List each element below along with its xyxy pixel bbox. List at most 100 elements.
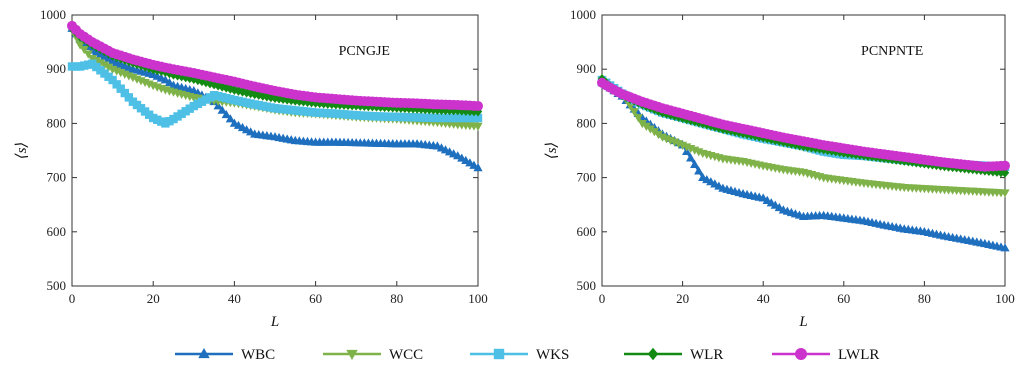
series-wcc [597, 76, 1010, 198]
legend-item-wlr: WLR [624, 347, 723, 363]
y-tick-label: 600 [47, 224, 67, 239]
legend-item-wks: WKS [470, 347, 569, 363]
data-point [694, 166, 704, 175]
data-point [83, 50, 93, 59]
chart-panel-2: 0 20 40 60 80 100 500 600 700 800 900 1000 L ⟨s⟩ PCNPN… [544, 7, 1015, 330]
data-point [629, 108, 639, 117]
legend-label: WCC [389, 347, 423, 363]
y-tick-label: 500 [47, 278, 67, 293]
data-point [690, 159, 700, 168]
data-point [217, 105, 227, 114]
legend-item-wcc: WCC [323, 347, 423, 363]
data-point [645, 125, 655, 134]
series-wks [597, 75, 1010, 171]
data-point [103, 63, 114, 72]
panel-title: PCNGJE [339, 44, 390, 59]
data-point [641, 122, 651, 131]
data-point [169, 69, 178, 80]
x-tick-label: 80 [918, 291, 931, 306]
data-point [226, 83, 235, 94]
x-tick-label: 20 [147, 291, 160, 306]
data-point [323, 98, 332, 109]
x-tick-label: 60 [309, 291, 322, 306]
legend-item-wbc: WBC [175, 347, 275, 363]
data-point [637, 120, 647, 129]
legend-marker [198, 348, 210, 359]
data-point [75, 41, 85, 50]
legend-item-lwlr: LWLR [772, 347, 879, 363]
x-tick-label: 60 [837, 291, 850, 306]
data-point [120, 88, 129, 98]
y-axis-label: ⟨s⟩ [14, 142, 30, 160]
x-tick-label: 0 [599, 291, 606, 306]
y-tick-label: 500 [577, 278, 597, 293]
data-point [221, 109, 231, 119]
legend-label: LWLR [838, 347, 879, 363]
legend-marker [346, 349, 358, 360]
data-point [473, 106, 483, 117]
data-point [469, 106, 479, 117]
data-point [225, 114, 235, 123]
data-point [1000, 243, 1010, 252]
series-line [601, 79, 1006, 168]
y-tick-label: 900 [47, 61, 67, 76]
data-point [108, 75, 117, 85]
data-point [633, 114, 643, 123]
legend-marker [493, 348, 505, 360]
series-line [601, 81, 1006, 168]
legend-label: WLR [690, 347, 723, 363]
data-point [274, 93, 284, 104]
data-point [173, 70, 182, 81]
data-point [222, 82, 231, 93]
data-point [124, 93, 134, 102]
data-point [99, 61, 110, 70]
data-point [1000, 160, 1010, 171]
series-lwlr [597, 77, 1010, 172]
data-point [653, 130, 664, 140]
x-tick-label: 100 [995, 291, 1015, 306]
legend-marker [795, 348, 807, 360]
y-axis-label: ⟨s⟩ [544, 142, 560, 160]
legend-marker [647, 347, 659, 361]
data-point [213, 80, 223, 91]
y-tick-label: 800 [47, 115, 67, 130]
x-tick-label: 40 [757, 291, 770, 306]
series-lwlr [67, 20, 483, 112]
data-point [992, 166, 1002, 177]
plot-frame [601, 14, 1006, 287]
data-point [473, 101, 483, 112]
y-tick-label: 700 [47, 170, 67, 185]
data-point [686, 153, 696, 162]
legend: WBC WCC WKS WLR LWLR [175, 347, 879, 363]
y-tick-label: 700 [577, 170, 597, 185]
x-tick-label: 40 [228, 291, 241, 306]
data-point [1000, 189, 1010, 198]
data-point [218, 81, 227, 92]
y-tick-label: 1000 [40, 7, 66, 22]
y-tick-label: 600 [577, 224, 597, 239]
data-point [79, 45, 89, 55]
data-point [473, 122, 483, 131]
x-tick-label: 80 [390, 291, 403, 306]
data-point [473, 113, 483, 123]
chart-panel-1: 0 20 40 60 80 100 500 600 700 800 900 1000 L ⟨s⟩ PCNGJ… [14, 7, 488, 330]
plot-frame [71, 14, 479, 287]
y-tick-label: 800 [577, 115, 597, 130]
data-point [87, 55, 97, 64]
data-point [421, 104, 430, 115]
y-tick-label: 1000 [570, 7, 596, 22]
x-axis-label: L [798, 314, 807, 330]
x-tick-label: 0 [69, 291, 76, 306]
x-tick-label: 20 [676, 291, 689, 306]
legend-label: WKS [536, 347, 569, 363]
data-point [473, 163, 483, 172]
data-point [649, 128, 660, 137]
series-wks [67, 59, 483, 128]
y-tick-label: 900 [577, 61, 597, 76]
panel-title: PCNPNTE [861, 44, 923, 59]
data-point [116, 84, 125, 93]
data-point [112, 80, 121, 89]
legend-label: WBC [241, 347, 275, 363]
x-tick-label: 100 [468, 291, 488, 306]
